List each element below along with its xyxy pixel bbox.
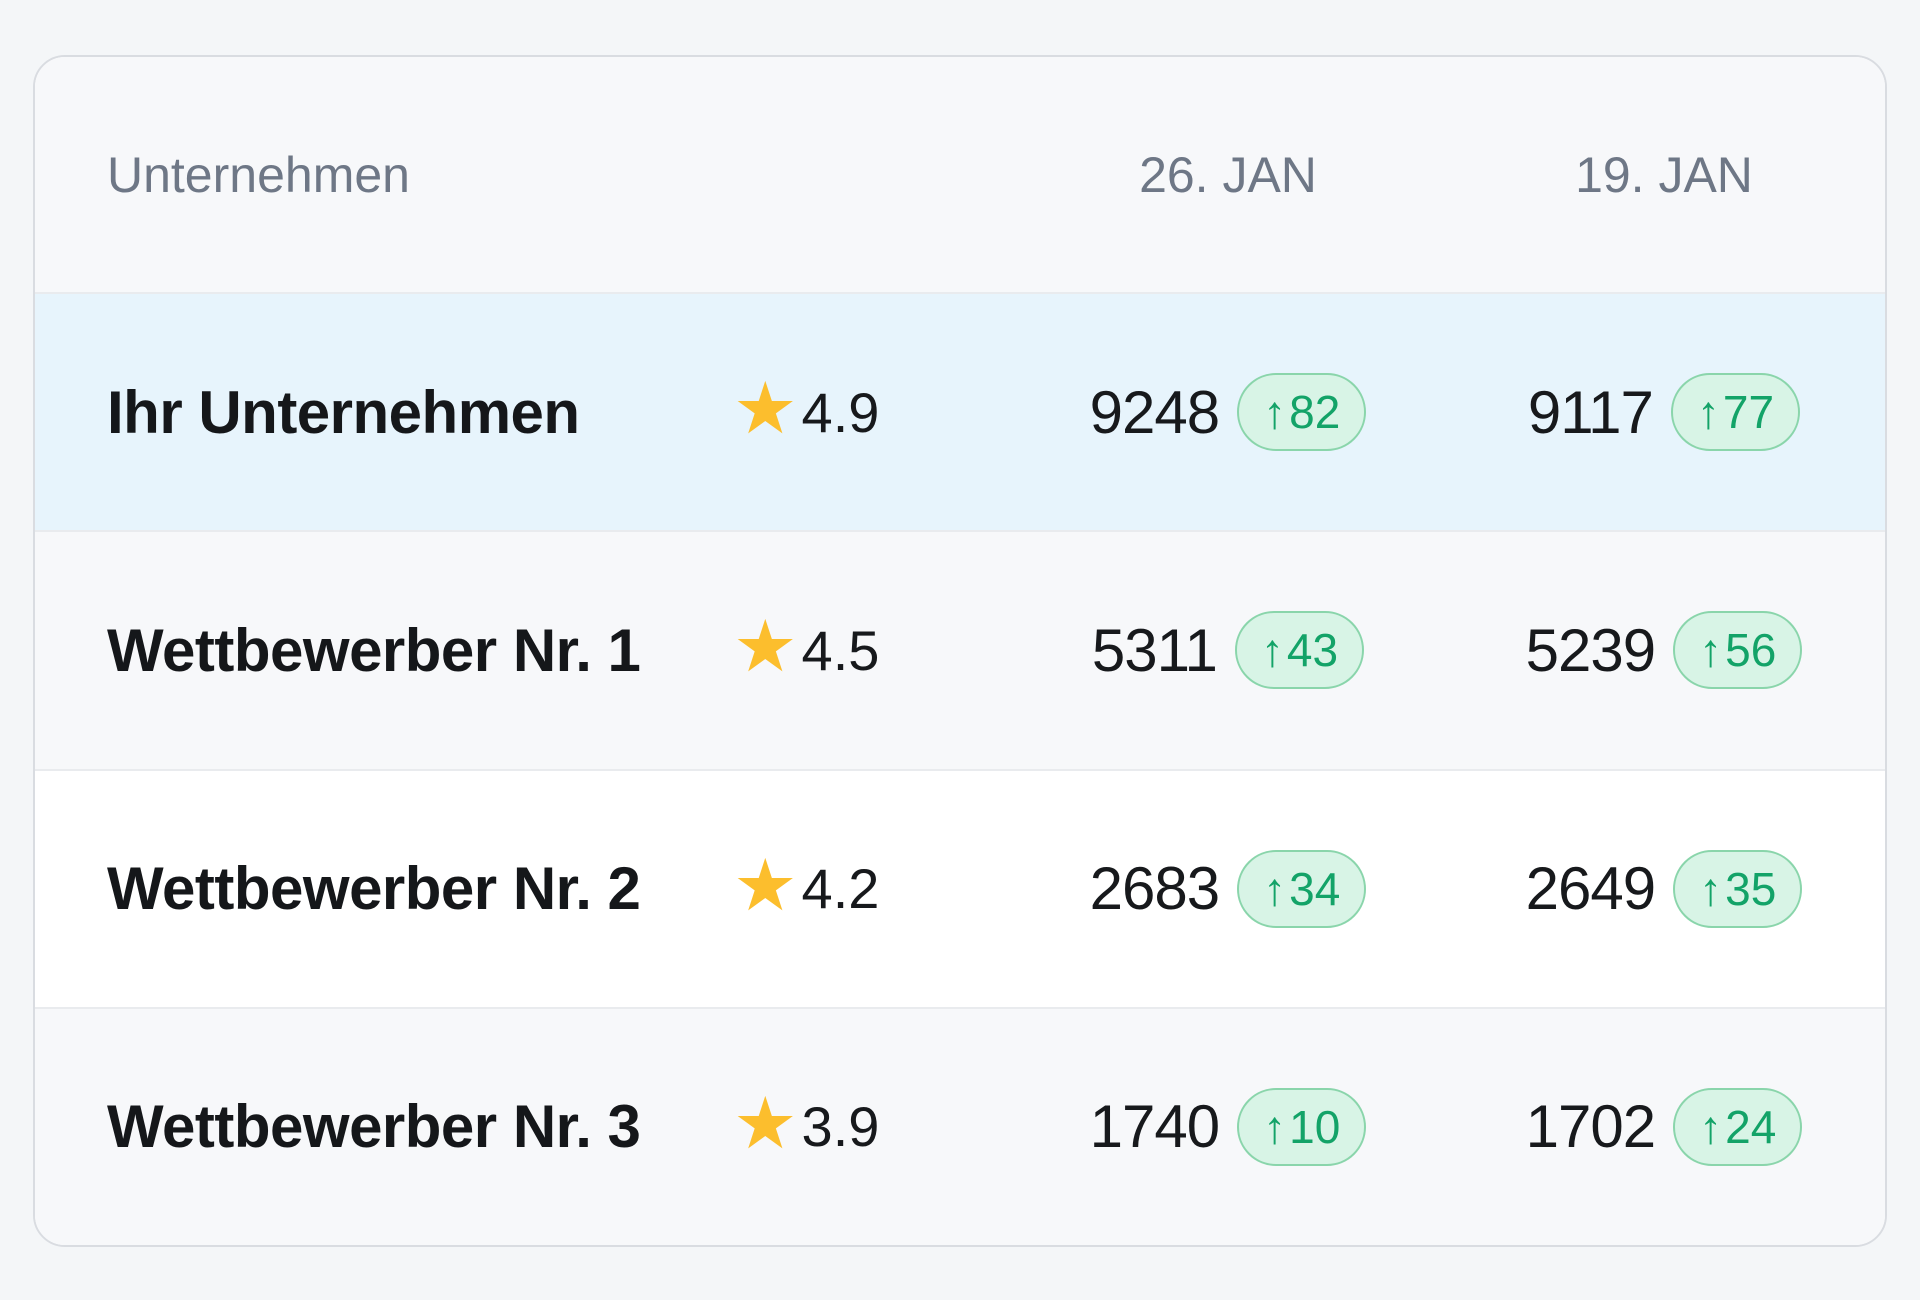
star-icon: ★ (733, 845, 798, 926)
week2-cell: 1702 ↑ 24 (1443, 1087, 1885, 1166)
arrow-up-icon: ↑ (1263, 862, 1287, 915)
delta-badge: ↑ 82 (1237, 373, 1367, 452)
arrow-up-icon: ↑ (1260, 624, 1284, 677)
arrow-up-icon: ↑ (1263, 386, 1287, 439)
week1-cell: 1740 ↑ 10 (1013, 1087, 1443, 1166)
column-header-week1: 26. JAN (1139, 146, 1317, 203)
review-count: 9117 (1527, 378, 1654, 446)
delta-badge: ↑ 43 (1234, 611, 1365, 690)
week2-cell: 2649 ↑ 35 (1443, 849, 1885, 928)
delta-badge: ↑ 77 (1670, 373, 1801, 452)
rating: ★ 4.2 (733, 845, 1013, 926)
rating: ★ 4.5 (733, 607, 1013, 688)
arrow-up-icon: ↑ (1699, 862, 1723, 915)
week1-cell: 5311 ↑ 43 (1013, 611, 1443, 690)
week2-cell: 9117 ↑ 77 (1443, 373, 1885, 452)
review-count: 9248 (1089, 378, 1220, 446)
delta-value: 10 (1289, 1100, 1341, 1153)
company-name: Wettbewerber Nr. 2 (107, 855, 641, 923)
delta-badge: ↑ 24 (1673, 1087, 1803, 1166)
company-name: Ihr Unternehmen (107, 378, 580, 446)
star-icon: ★ (733, 607, 798, 688)
delta-value: 77 (1722, 386, 1775, 439)
company-name: Wettbewerber Nr. 1 (107, 616, 641, 684)
rating: ★ 4.9 (733, 369, 1013, 450)
delta-badge: ↑ 35 (1673, 849, 1803, 928)
rating-value: 4.9 (801, 380, 880, 444)
week1-cell: 9248 ↑ 82 (1013, 373, 1443, 452)
rating: ★ 3.9 (733, 1083, 1013, 1164)
review-count: 2683 (1089, 855, 1220, 923)
delta-badge: ↑ 10 (1237, 1087, 1367, 1166)
star-icon: ★ (733, 1083, 798, 1164)
table-header-row: Unternehmen 26. JAN 19. JAN (35, 57, 1885, 292)
arrow-up-icon: ↑ (1699, 624, 1723, 677)
review-count: 5311 (1091, 616, 1218, 684)
week1-cell: 2683 ↑ 34 (1013, 849, 1443, 928)
review-count: 1740 (1089, 1093, 1220, 1161)
table-row-competitor-2: Wettbewerber Nr. 2 ★ 4.2 2683 ↑ 34 2649 ↑… (35, 768, 1885, 1007)
arrow-up-icon: ↑ (1699, 1100, 1723, 1153)
arrow-up-icon: ↑ (1263, 1100, 1287, 1153)
table-row-competitor-1: Wettbewerber Nr. 1 ★ 4.5 5311 ↑ 43 5239 ↑… (35, 530, 1885, 769)
week2-cell: 5239 ↑ 56 (1443, 611, 1885, 690)
table-row-competitor-3: Wettbewerber Nr. 3 ★ 3.9 1740 ↑ 10 1702 ↑… (35, 1006, 1885, 1245)
competitor-comparison-card: Unternehmen 26. JAN 19. JAN Ihr Unterneh… (33, 55, 1887, 1247)
delta-badge: ↑ 56 (1673, 611, 1803, 690)
delta-value: 82 (1289, 386, 1341, 439)
review-count: 2649 (1525, 855, 1656, 923)
star-icon: ★ (733, 369, 798, 450)
delta-value: 35 (1725, 862, 1777, 915)
rating-value: 4.5 (801, 618, 880, 682)
rating-value: 3.9 (801, 1095, 880, 1159)
delta-value: 56 (1725, 624, 1777, 677)
delta-value: 34 (1289, 862, 1341, 915)
column-header-company: Unternehmen (107, 146, 410, 203)
arrow-up-icon: ↑ (1696, 386, 1720, 439)
column-header-week2: 19. JAN (1575, 146, 1753, 203)
review-count: 1702 (1525, 1093, 1656, 1161)
table-row-your-company: Ihr Unternehmen ★ 4.9 9248 ↑ 82 9117 ↑ 77 (35, 292, 1885, 531)
delta-value: 43 (1286, 624, 1339, 677)
delta-badge: ↑ 34 (1237, 849, 1367, 928)
company-name: Wettbewerber Nr. 3 (107, 1093, 641, 1161)
review-count: 5239 (1525, 616, 1656, 684)
rating-value: 4.2 (801, 857, 880, 921)
delta-value: 24 (1725, 1100, 1777, 1153)
